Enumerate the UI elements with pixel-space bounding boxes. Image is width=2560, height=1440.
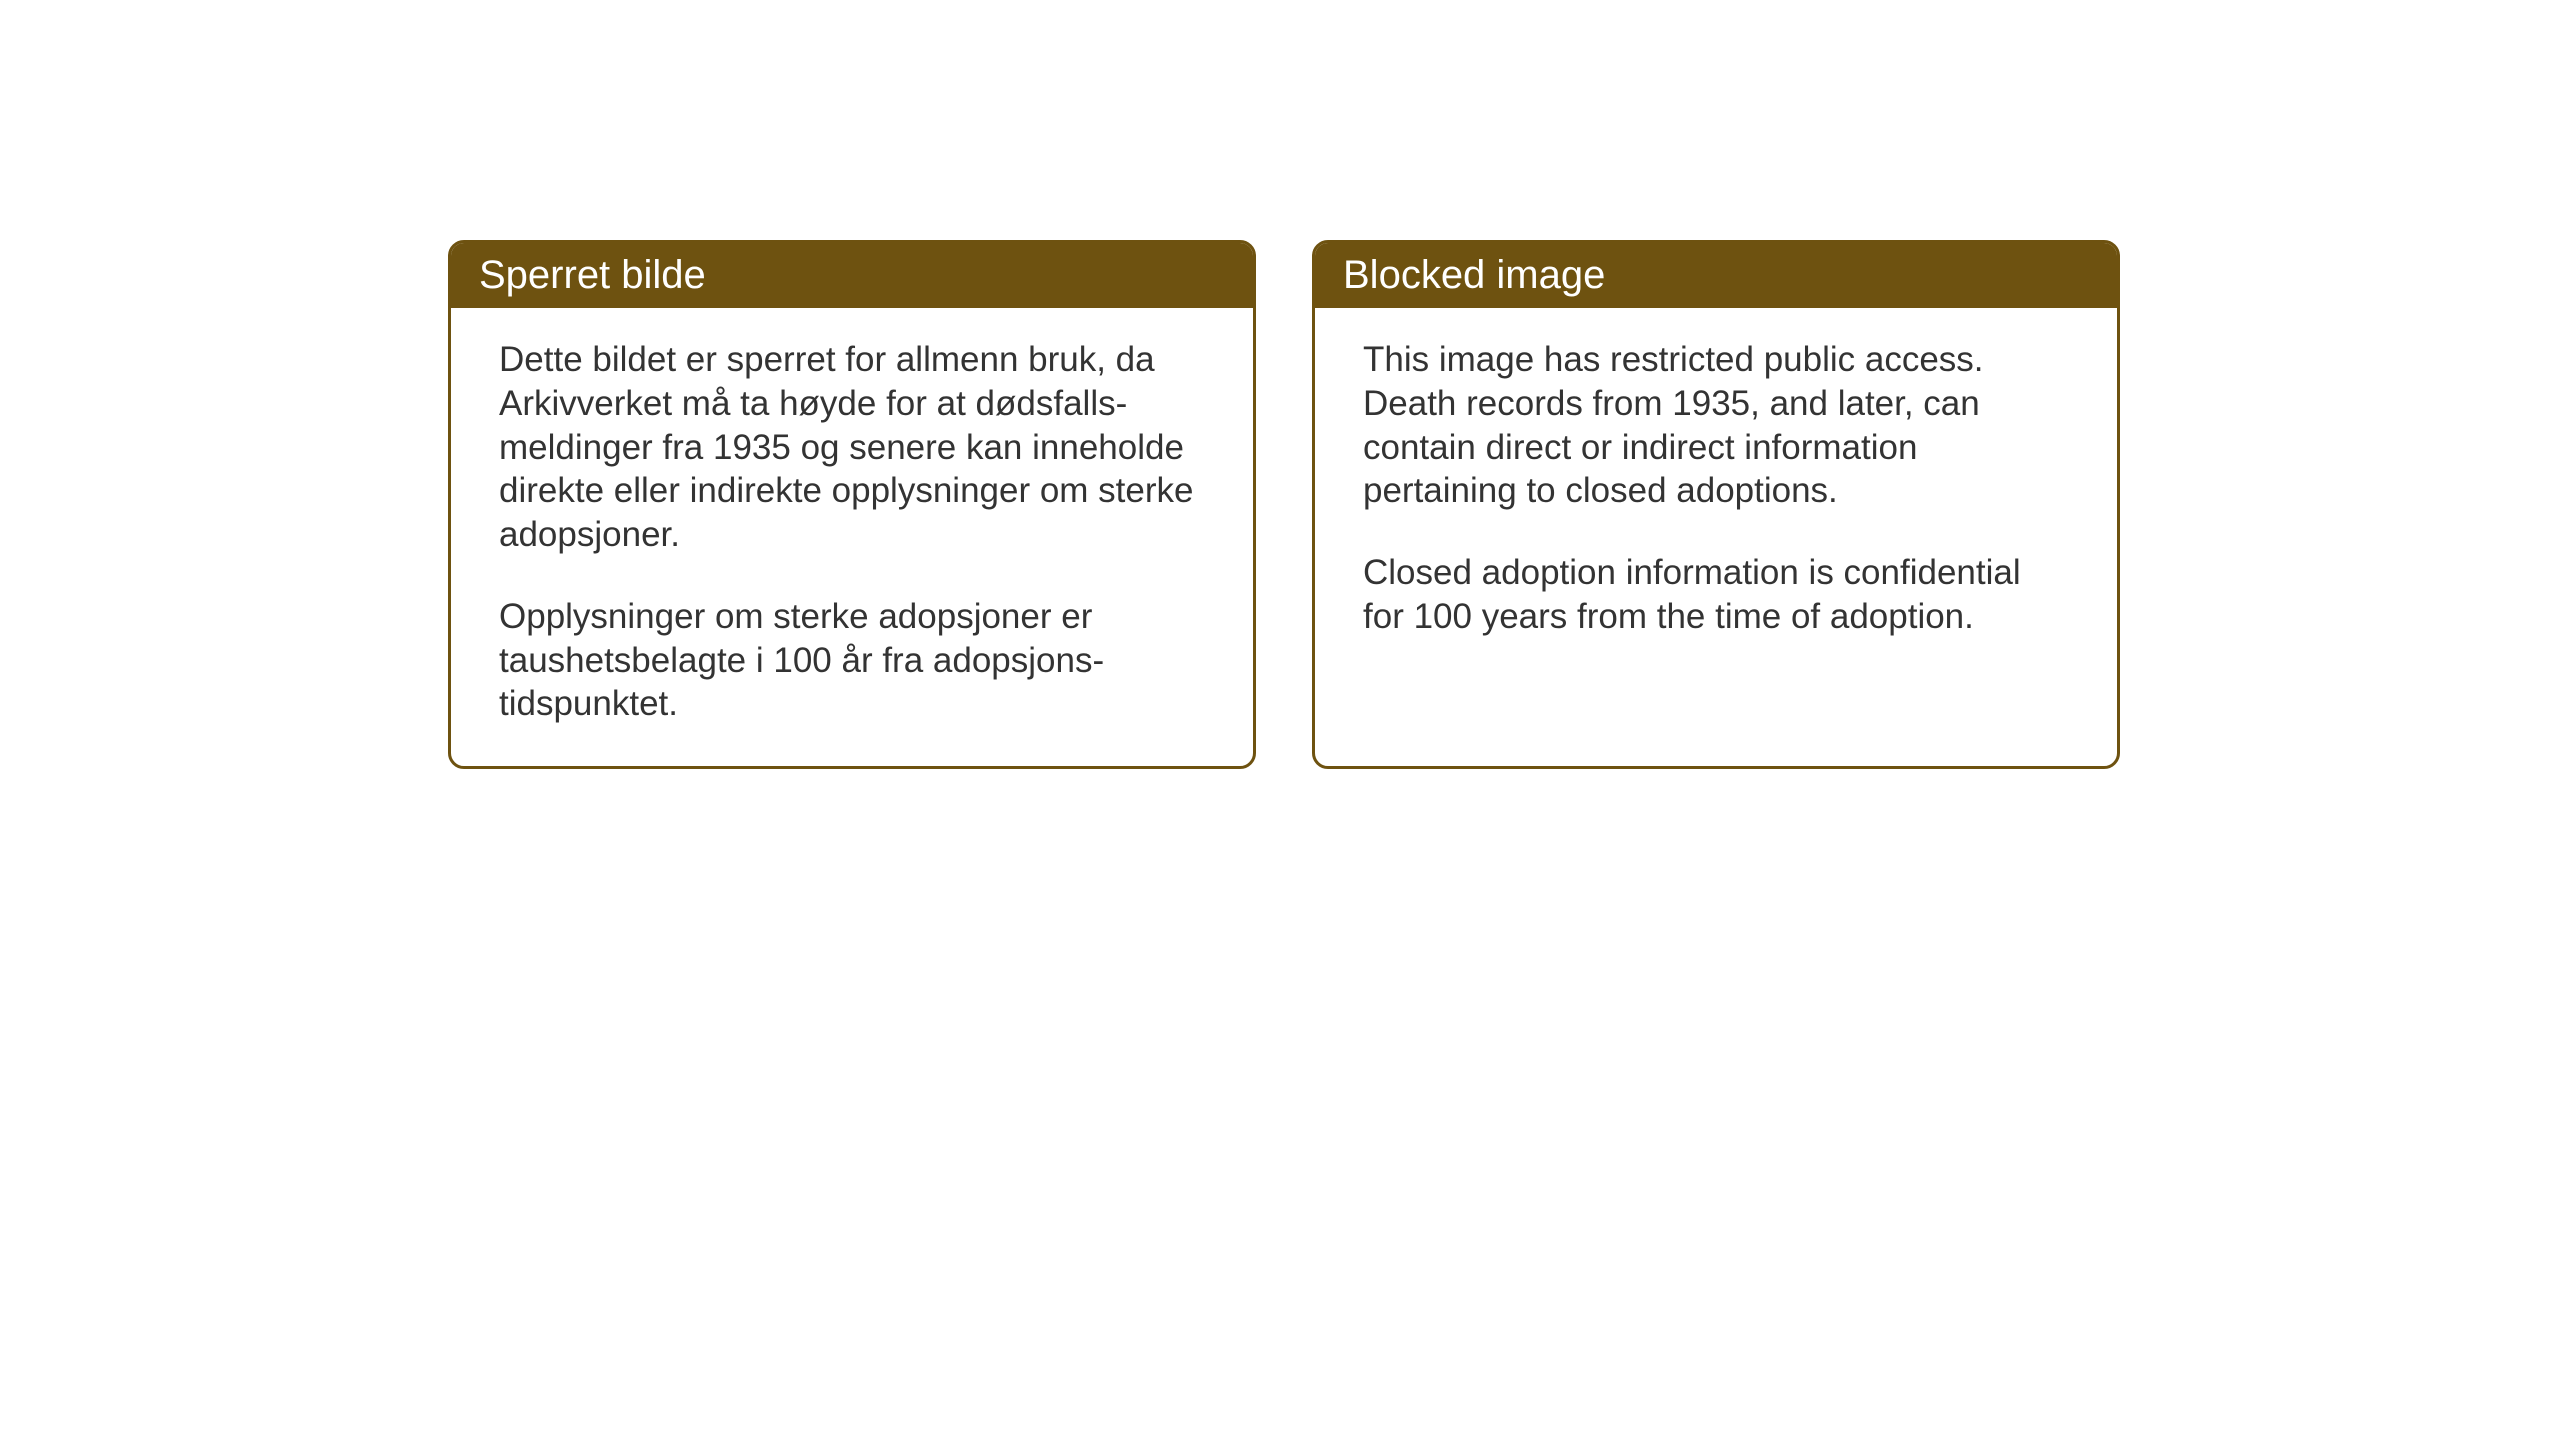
- norwegian-card-title: Sperret bilde: [451, 243, 1253, 308]
- notice-container: Sperret bilde Dette bildet er sperret fo…: [448, 240, 2120, 769]
- norwegian-notice-card: Sperret bilde Dette bildet er sperret fo…: [448, 240, 1256, 769]
- english-paragraph-1: This image has restricted public access.…: [1363, 338, 2069, 513]
- english-card-title: Blocked image: [1315, 243, 2117, 308]
- norwegian-paragraph-2: Opplysninger om sterke adopsjoner er tau…: [499, 595, 1205, 726]
- english-paragraph-2: Closed adoption information is confident…: [1363, 551, 2069, 639]
- english-notice-card: Blocked image This image has restricted …: [1312, 240, 2120, 769]
- norwegian-card-body: Dette bildet er sperret for allmenn bruk…: [451, 308, 1253, 766]
- english-card-body: This image has restricted public access.…: [1315, 308, 2117, 728]
- norwegian-paragraph-1: Dette bildet er sperret for allmenn bruk…: [499, 338, 1205, 557]
